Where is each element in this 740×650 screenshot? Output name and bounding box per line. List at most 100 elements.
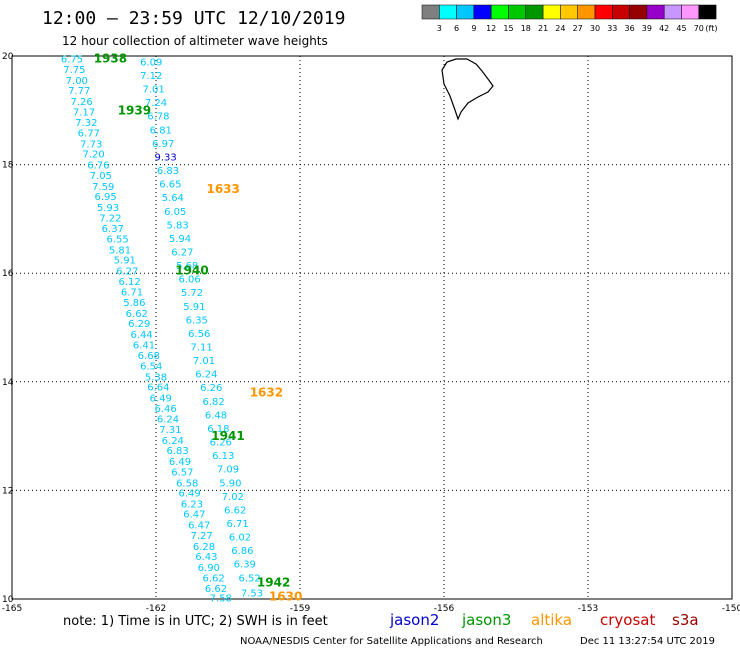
grid-lines bbox=[12, 56, 732, 599]
wave-height-point: 6.23 bbox=[181, 499, 203, 510]
color-swatch bbox=[542, 4, 561, 20]
color-swatch bbox=[594, 4, 613, 20]
wave-height-point: 7.24 bbox=[145, 98, 167, 109]
wave-height-point: 6.37 bbox=[102, 224, 124, 235]
color-swatch bbox=[560, 4, 578, 20]
wave-height-point: 6.62 bbox=[202, 573, 224, 584]
wave-height-point: 7.01 bbox=[193, 356, 215, 367]
color-scale-label: 39 bbox=[642, 24, 652, 33]
wave-height-point: 5.38 bbox=[145, 372, 167, 383]
wave-height-point: 5.91 bbox=[114, 256, 136, 267]
color-swatch bbox=[577, 4, 596, 20]
wave-height-point: 6.55 bbox=[106, 234, 128, 245]
color-swatch bbox=[681, 4, 700, 20]
wave-height-point: 7.75 bbox=[63, 65, 85, 76]
wave-height-point: 6.02 bbox=[229, 533, 251, 544]
pass-label: 1941 bbox=[211, 429, 244, 443]
wave-height-point: 6.57 bbox=[171, 467, 193, 478]
wave-height-point: 6.83 bbox=[166, 446, 188, 457]
wave-height-point: 6.26 bbox=[210, 438, 232, 449]
wave-height-point: 6.24 bbox=[195, 370, 217, 381]
wave-height-point: 6.35 bbox=[186, 315, 208, 326]
color-scale-label: 27 bbox=[573, 24, 583, 33]
color-swatch bbox=[456, 4, 475, 20]
wave-height-point: 7.58 bbox=[210, 593, 232, 604]
chart-title: 12:00 – 23:59 UTC 12/10/2019 bbox=[42, 8, 345, 29]
mission-label: jason3 bbox=[461, 611, 511, 629]
wave-height-point: 6.18 bbox=[207, 424, 229, 435]
x-tick-label: -156 bbox=[434, 604, 455, 614]
wave-height-point: 6.47 bbox=[183, 510, 205, 521]
wave-height-point: 6.77 bbox=[78, 129, 100, 140]
color-scale-label: 9 bbox=[471, 24, 476, 33]
y-tick-label: 14 bbox=[2, 378, 14, 388]
wave-height-point: 5.64 bbox=[162, 193, 184, 204]
wave-height-point: 6.58 bbox=[176, 478, 198, 489]
y-tick-label: 10 bbox=[2, 595, 14, 605]
wave-height-point: 6.71 bbox=[226, 519, 248, 530]
wave-height-point: 6.97 bbox=[152, 139, 174, 150]
wave-height-point: 7.26 bbox=[70, 97, 92, 108]
wave-height-point: 7.20 bbox=[82, 150, 104, 161]
wave-height-point: 7.01 bbox=[142, 85, 164, 96]
wave-height-point: 7.53 bbox=[241, 588, 263, 599]
wave-height-point: 6.76 bbox=[87, 161, 109, 172]
color-scale-label: 33 bbox=[607, 24, 617, 33]
color-scale-label: (ft) bbox=[705, 24, 717, 33]
wave-height-point: 9.33 bbox=[154, 152, 176, 163]
wave-height-point: 6.75 bbox=[61, 55, 83, 66]
wave-height-point: 6.64 bbox=[147, 383, 169, 394]
wave-height-point: 6.28 bbox=[193, 542, 215, 553]
pass-label: 1632 bbox=[250, 386, 283, 400]
wave-height-point: 7.32 bbox=[75, 118, 97, 129]
wave-height-point: 7.73 bbox=[80, 139, 102, 150]
wave-height-point: 6.41 bbox=[133, 340, 155, 351]
color-scale-label: 36 bbox=[625, 24, 635, 33]
wave-height-point: 5.90 bbox=[219, 478, 241, 489]
footer-note: note: 1) Time is in UTC; 2) SWH is in fe… bbox=[63, 614, 328, 629]
wave-height-point: 6.13 bbox=[212, 451, 234, 462]
y-tick-label: 16 bbox=[2, 269, 14, 279]
color-scale-label: 21 bbox=[538, 24, 548, 33]
wave-height-point: 6.95 bbox=[94, 192, 116, 203]
color-scale-label: 45 bbox=[676, 24, 686, 33]
wave-height-points: 6.757.757.007.777.267.177.326.777.737.20… bbox=[61, 55, 263, 605]
wave-height-point: 6.05 bbox=[164, 207, 186, 218]
plot-frame bbox=[11, 55, 733, 600]
color-scale-label: 15 bbox=[503, 24, 513, 33]
wave-height-point: 7.09 bbox=[217, 465, 239, 476]
wave-height-point: 7.31 bbox=[159, 425, 181, 436]
wave-height-point: 6.49 bbox=[169, 457, 191, 468]
color-scale-label: 24 bbox=[555, 24, 565, 33]
wave-height-point: 6.26 bbox=[200, 383, 222, 394]
wave-height-point: 5.91 bbox=[183, 302, 205, 313]
wave-height-point: 5.68 bbox=[176, 261, 198, 272]
wave-height-point: 6.62 bbox=[126, 309, 148, 320]
wave-height-point: 5.93 bbox=[97, 203, 119, 214]
plot-area: -165 -162 -159 -156 -153 -150 10 12 14 16 18 20 6.7… bbox=[2, 52, 740, 614]
color-swatch bbox=[612, 4, 630, 20]
wave-height-point: 6.52 bbox=[238, 573, 260, 584]
wave-height-point: 6.49 bbox=[178, 489, 200, 500]
timestamp-text: Dec 11 13:27:54 UTC 2019 bbox=[580, 636, 715, 647]
wave-height-point: 7.77 bbox=[68, 86, 90, 97]
axis-tick-labels: -165 -162 -159 -156 -153 -150 10 12 14 16 18 20 bbox=[2, 52, 740, 614]
wave-height-point: 7.27 bbox=[190, 531, 212, 542]
pass-label: 1630 bbox=[269, 589, 302, 603]
wave-height-point: 6.54 bbox=[140, 362, 162, 373]
wave-height-point: 6.90 bbox=[198, 563, 220, 574]
pass-label: 1940 bbox=[175, 263, 208, 277]
color-swatch bbox=[646, 4, 665, 20]
color-swatch bbox=[439, 4, 457, 20]
x-tick-label: -153 bbox=[578, 604, 598, 614]
wave-height-point: 6.44 bbox=[130, 330, 152, 341]
wave-height-point: 6.83 bbox=[157, 166, 179, 177]
color-swatch bbox=[629, 4, 648, 20]
color-scale-label: 30 bbox=[590, 24, 600, 33]
color-scale-legend: 3 6 9 12 15 18 21 24 27 30 33 36 39 42 45 70 (ft) bbox=[421, 4, 717, 33]
y-tick-label: 20 bbox=[2, 52, 14, 62]
color-swatch bbox=[421, 4, 440, 20]
wave-height-point: 6.48 bbox=[205, 410, 227, 421]
wave-height-point: 7.02 bbox=[222, 492, 244, 503]
